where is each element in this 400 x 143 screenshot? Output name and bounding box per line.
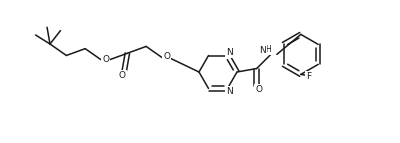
- Text: O: O: [119, 71, 126, 80]
- Text: H: H: [265, 45, 271, 54]
- Text: F: F: [306, 72, 312, 81]
- Text: N: N: [226, 48, 233, 57]
- Text: O: O: [255, 85, 262, 94]
- Text: O: O: [163, 52, 170, 61]
- Text: N: N: [226, 87, 233, 96]
- Text: N: N: [260, 46, 266, 55]
- Text: O: O: [102, 55, 109, 64]
